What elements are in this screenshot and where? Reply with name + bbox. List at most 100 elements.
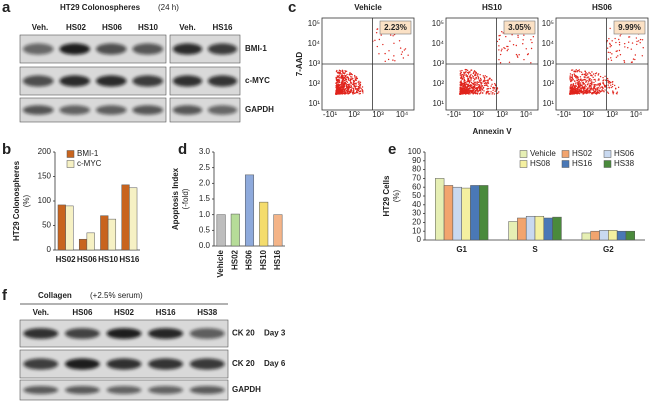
event-dot: [494, 82, 496, 85]
event-dot: [571, 76, 573, 79]
blot-band: [23, 358, 59, 370]
bar: [86, 232, 95, 251]
event-dot: [590, 74, 592, 77]
event-dot: [569, 75, 571, 77]
event-dot: [404, 48, 407, 50]
event-dot: [641, 55, 644, 57]
event-dot: [465, 70, 467, 73]
event-dot: [344, 76, 347, 78]
label: 10⁴: [630, 110, 643, 119]
event-dot: [487, 85, 489, 88]
event-dot: [491, 79, 493, 81]
event-dot: [339, 81, 341, 84]
event-dot: [592, 89, 594, 91]
blot-band: [132, 105, 164, 115]
event-dot: [460, 75, 462, 77]
label: Day 3: [264, 329, 286, 338]
percent-box: [503, 20, 536, 35]
event-dot: [348, 92, 350, 94]
event-dot: [358, 80, 360, 83]
event-dot: [463, 80, 465, 82]
event-dot: [602, 82, 604, 85]
bar: [517, 217, 527, 241]
event-dot: [571, 79, 573, 82]
event-dot: [609, 43, 611, 46]
event-dot: [570, 69, 573, 71]
event-dot: [590, 86, 593, 88]
bar: [581, 232, 591, 241]
label: 90: [412, 156, 421, 165]
event-dot: [340, 88, 342, 91]
event-dot: [573, 88, 575, 90]
event-dot: [492, 89, 494, 92]
label: 2.5: [199, 163, 211, 172]
event-dot: [470, 69, 472, 71]
label: b: [2, 141, 11, 158]
event-dot: [490, 85, 492, 87]
event-dot: [347, 78, 350, 81]
event-dot: [347, 77, 350, 79]
event-dot: [636, 40, 638, 43]
event-dot: [570, 86, 572, 89]
event-dot: [356, 89, 358, 92]
event-dot: [480, 85, 482, 87]
label: HT29 Colonospheres: [60, 3, 141, 12]
event-dot: [481, 92, 484, 94]
event-dot: [499, 34, 501, 37]
event-dot: [353, 92, 356, 95]
event-dot: [493, 93, 496, 95]
event-dot: [573, 91, 575, 94]
event-dot: [469, 89, 472, 92]
event-dot: [482, 87, 484, 89]
event-dot: [356, 91, 358, 93]
event-dot: [480, 89, 482, 92]
label: HS16: [572, 159, 593, 168]
legend-swatch: [519, 150, 528, 158]
event-dot: [581, 85, 584, 87]
event-dot: [594, 80, 597, 82]
event-dot: [604, 85, 607, 88]
label: f: [2, 287, 8, 304]
event-dot: [639, 38, 642, 41]
event-dot: [575, 84, 577, 86]
label: Veh.: [179, 23, 195, 32]
event-dot: [461, 82, 463, 85]
event-dot: [476, 88, 479, 90]
event-dot: [344, 88, 347, 90]
label: 100: [38, 196, 52, 205]
event-dot: [623, 61, 626, 63]
event-dot: [585, 73, 587, 75]
event-dot: [359, 86, 361, 89]
blot-band: [22, 105, 54, 115]
event-dot: [578, 69, 580, 71]
event-dot: [581, 73, 584, 76]
label: e: [388, 141, 396, 158]
event-dot: [346, 92, 349, 94]
event-dot: [342, 89, 344, 91]
label: 200: [38, 147, 52, 156]
event-dot: [461, 69, 463, 72]
event-dot: [475, 87, 478, 89]
event-dot: [346, 90, 348, 93]
event-dot: [575, 90, 577, 93]
event-dot: [468, 85, 470, 88]
event-dot: [569, 88, 572, 90]
event-dot: [477, 81, 480, 84]
event-dot: [585, 81, 587, 83]
event-dot: [341, 87, 344, 89]
event-dot: [477, 78, 480, 80]
event-dot: [611, 81, 614, 83]
event-dot: [594, 85, 596, 87]
event-dot: [573, 70, 576, 72]
event-dot: [471, 75, 474, 77]
percent-box: [379, 20, 412, 35]
event-dot: [576, 89, 578, 91]
event-dot: [617, 86, 620, 89]
bar: [230, 213, 240, 247]
event-dot: [501, 48, 503, 50]
label: Day 6: [264, 359, 286, 368]
event-dot: [492, 87, 494, 89]
event-dot: [353, 89, 355, 92]
event-dot: [571, 92, 573, 95]
event-dot: [459, 93, 461, 95]
